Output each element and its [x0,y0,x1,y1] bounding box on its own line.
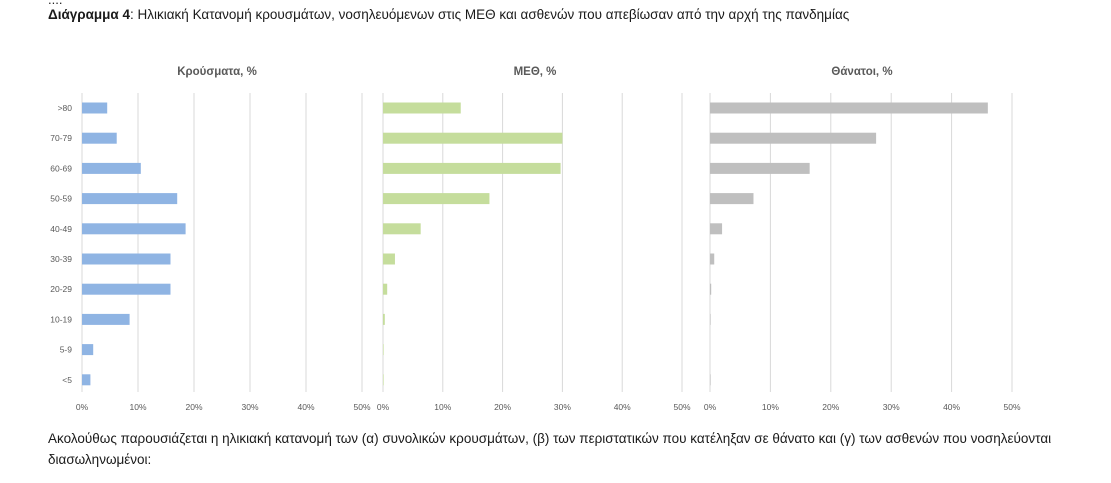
bar [82,253,171,265]
bar [82,102,108,114]
caption-text: : Ηλικιακή Κατανομή κρουσμάτων, νοσηλευό… [130,7,850,22]
x-tick-label: 10% [762,402,779,412]
bar [82,374,91,386]
x-tick-label: 40% [297,402,314,412]
x-tick-label: 40% [614,402,631,412]
bar [82,313,130,325]
bar [82,162,141,174]
bar [82,193,178,205]
category-label: 30-39 [50,254,72,264]
bar [710,253,715,265]
caption-prefix: Διάγραμμα 4 [48,7,130,22]
bar [383,193,490,205]
x-tick-label: 10% [434,402,451,412]
x-tick-label: 20% [822,402,839,412]
bar [710,313,711,325]
category-label: 50-59 [50,194,72,204]
category-label: 10-19 [50,314,72,324]
bar [710,283,712,295]
x-tick-label: 0% [76,402,89,412]
x-tick-label: 30% [554,402,571,412]
bar [383,162,561,174]
x-tick-label: 10% [129,402,146,412]
age-distribution-charts: 0% 10% 20% 30% 40% 50% Κρούσματα, % >80 70-79 60-… [50,66,1021,412]
bar [383,102,461,114]
x-tick-label: 0% [377,402,390,412]
category-label: 70-79 [50,133,72,143]
x-tick-label: 50% [673,402,690,412]
body-paragraph: Ακολούθως παρουσιάζεται η ηλικιακή καταν… [48,431,1052,467]
x-tick-label: 30% [241,402,258,412]
bar [710,193,754,205]
charts-container: 0% 10% 20% 30% 40% 50% Κρούσματα, % >80 70-79 60-… [50,66,1021,412]
bar [383,132,563,144]
bar [82,223,186,235]
x-tick-label: 50% [1003,402,1020,412]
x-tick-label: 20% [494,402,511,412]
chart-title: Κρούσματα, % [177,66,257,78]
category-label: <5 [62,375,72,385]
bar [710,102,988,114]
bar [82,283,171,295]
bar [710,162,810,174]
category-label: 40-49 [50,224,72,234]
chart-title: Θάνατοι, % [831,66,892,78]
x-tick-label: 50% [353,402,370,412]
category-label: 60-69 [50,163,72,173]
bar [383,283,388,295]
bar [710,132,877,144]
clipped-text-line: .... [48,0,62,7]
bar [710,223,723,235]
chart-panel-1: 0% 10% 20% 30% 40% 50% Κρούσματα, % >80 70-79 60-… [50,66,371,412]
bar [383,313,385,325]
bar [710,374,711,386]
x-tick-label: 30% [883,402,900,412]
category-label: 5-9 [60,345,73,355]
bar [383,223,421,235]
bar [383,374,384,386]
figure-caption: Διάγραμμα 4: Ηλικιακή Κατανομή κρουσμάτω… [48,7,849,22]
chart-panel-2: 0% 10% 20% 30% 40% 50% ΜΕΘ, % [377,66,691,412]
bar [383,344,384,356]
x-tick-label: 0% [704,402,717,412]
bar [383,253,395,265]
x-tick-label: 40% [943,402,960,412]
bar [82,132,117,144]
category-label: 20-29 [50,284,72,294]
category-label: >80 [58,103,73,113]
chart-title: ΜΕΘ, % [514,66,557,78]
bar [82,344,94,356]
chart-panel-3: 0% 10% 20% 30% 40% 50% Θάνατοι, % [704,66,1021,412]
x-tick-label: 20% [185,402,202,412]
